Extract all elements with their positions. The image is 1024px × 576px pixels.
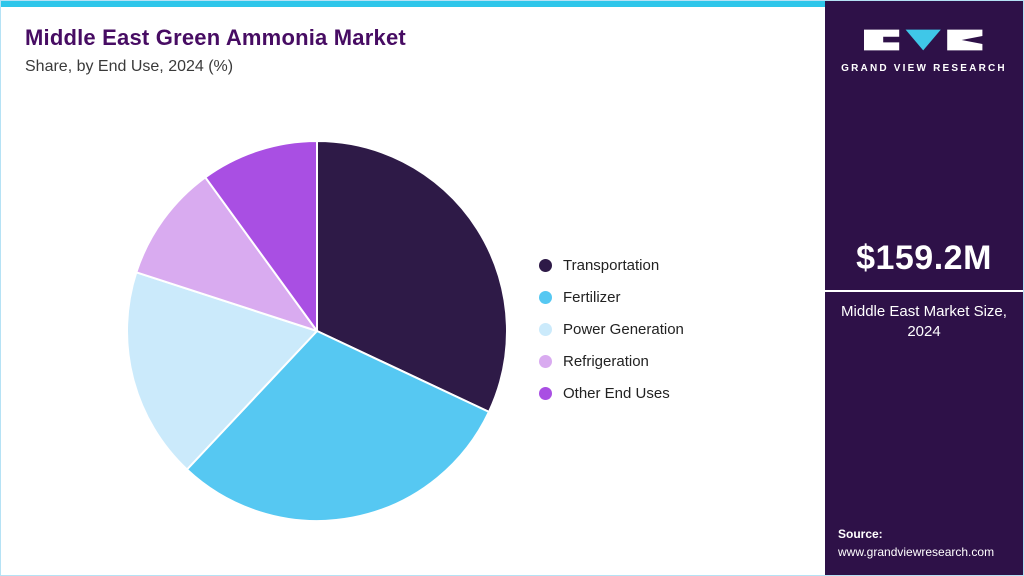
legend-item-other-end-uses: Other End Uses (539, 383, 684, 403)
legend-dot (539, 386, 552, 400)
brand-sidebar: GRAND VIEW RESEARCH $159.2M Middle East … (825, 1, 1023, 575)
source-url: www.grandviewresearch.com (838, 545, 995, 559)
legend-item-fertilizer: Fertilizer (539, 287, 684, 307)
legend-item-refrigeration: Refrigeration (539, 351, 684, 371)
top-accent-bar (1, 1, 829, 7)
legend-label: Power Generation (563, 320, 684, 338)
pie-chart (123, 137, 511, 525)
chart-header: Middle East Green Ammonia Market Share, … (25, 25, 406, 76)
legend-dot (539, 322, 552, 336)
legend-item-power-generation: Power Generation (539, 319, 684, 339)
gvr-logo-icon (864, 29, 983, 51)
source-label: Source: (838, 527, 883, 541)
legend-item-transportation: Transportation (539, 255, 684, 275)
market-size-block: $159.2M Middle East Market Size, 2024 (825, 239, 1023, 343)
page-title: Middle East Green Ammonia Market (25, 25, 406, 50)
legend-dot (539, 354, 552, 368)
market-size-label: Middle East Market Size, 2024 (841, 303, 1007, 341)
pie-chart-svg (126, 140, 508, 522)
logo-text: GRAND VIEW RESEARCH (841, 63, 1007, 74)
page-subtitle: Share, by End Use, 2024 (%) (25, 58, 234, 75)
grand-view-research-logo: GRAND VIEW RESEARCH (825, 27, 1023, 74)
legend-label: Refrigeration (563, 352, 649, 370)
market-size-value: $159.2M (856, 239, 992, 277)
chart-legend: Transportation Fertilizer Power Generati… (539, 255, 684, 415)
legend-label: Fertilizer (563, 288, 621, 306)
legend-dot (539, 258, 552, 272)
legend-label: Other End Uses (563, 384, 670, 402)
legend-label: Transportation (563, 256, 660, 274)
legend-dot (539, 290, 552, 304)
source-block: Source: www.grandviewresearch.com (838, 525, 994, 561)
sidebar-divider (825, 290, 1023, 292)
